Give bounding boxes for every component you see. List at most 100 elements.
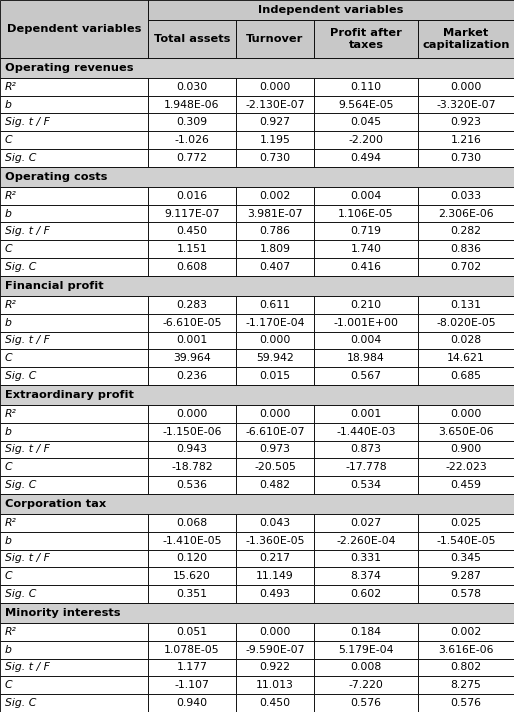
Text: Minority interests: Minority interests [5,608,120,618]
Text: Turnover: Turnover [246,34,304,44]
Text: 0.450: 0.450 [176,226,208,236]
Text: 0.236: 0.236 [176,371,208,381]
Text: 0.836: 0.836 [450,244,482,254]
Text: -22.023: -22.023 [445,462,487,472]
Text: C: C [5,244,13,254]
Bar [236,222,314,240]
Bar [418,585,514,603]
Text: 0.351: 0.351 [176,589,208,599]
Bar [314,585,418,603]
Bar [148,350,236,367]
Bar [236,423,314,441]
Bar [418,131,514,149]
Bar [418,20,514,58]
Bar [314,314,418,332]
Text: 3.616E-06: 3.616E-06 [438,644,494,655]
Bar [236,550,314,567]
Text: 0.131: 0.131 [450,300,482,310]
Text: 0.416: 0.416 [351,262,381,272]
Text: Market
capitalization: Market capitalization [422,28,510,50]
Text: -1.107: -1.107 [175,680,209,691]
Text: 0.772: 0.772 [176,153,208,163]
Bar [314,332,418,350]
Text: b: b [5,644,12,655]
Text: 39.964: 39.964 [173,353,211,363]
Text: 0.331: 0.331 [351,553,381,563]
Text: R²: R² [5,300,17,310]
Bar [0,623,148,641]
Text: -1.001E+00: -1.001E+00 [334,318,398,328]
Bar [418,623,514,641]
Bar [314,567,418,585]
Text: 0.217: 0.217 [260,553,290,563]
Text: b: b [5,535,12,545]
Bar [148,131,236,149]
Text: 9.287: 9.287 [451,571,482,581]
Text: 0.000: 0.000 [176,409,208,419]
Text: R²: R² [5,518,17,528]
Text: 0.000: 0.000 [450,82,482,92]
Bar [236,532,314,550]
Text: 0.922: 0.922 [260,662,290,673]
Bar [236,623,314,641]
Bar [0,258,148,276]
Text: 0.000: 0.000 [259,82,291,92]
Text: 0.927: 0.927 [260,117,290,127]
Bar [418,332,514,350]
Text: 0.030: 0.030 [176,82,208,92]
Text: 0.730: 0.730 [450,153,482,163]
Bar [0,187,148,204]
Bar [418,476,514,494]
Text: b: b [5,100,12,110]
Bar [0,332,148,350]
Text: 1.195: 1.195 [260,135,290,145]
Text: 0.345: 0.345 [450,553,482,563]
Bar [236,659,314,676]
Text: 0.051: 0.051 [176,627,208,637]
Bar [148,405,236,423]
Bar [0,476,148,494]
Bar [418,405,514,423]
Bar [236,476,314,494]
Bar [0,694,148,712]
Text: 0.602: 0.602 [351,589,381,599]
Text: 1.151: 1.151 [177,244,208,254]
Text: Sig. t / F: Sig. t / F [5,335,50,345]
Bar [418,459,514,476]
Bar [0,167,514,187]
Text: 0.184: 0.184 [351,627,381,637]
Bar [236,131,314,149]
Text: 0.000: 0.000 [259,627,291,637]
Bar [236,459,314,476]
Bar [236,187,314,204]
Bar [0,350,148,367]
Bar [148,95,236,113]
Text: Sig. t / F: Sig. t / F [5,444,50,454]
Text: 0.027: 0.027 [351,518,381,528]
Text: R²: R² [5,191,17,201]
Bar [0,385,514,405]
Bar [236,367,314,385]
Text: 18.984: 18.984 [347,353,385,363]
Bar [148,532,236,550]
Text: 0.068: 0.068 [176,518,208,528]
Text: 1.948E-06: 1.948E-06 [164,100,220,110]
Text: 0.033: 0.033 [450,191,482,201]
Text: b: b [5,209,12,219]
Text: 11.013: 11.013 [256,680,294,691]
Bar [314,95,418,113]
Text: -1.170E-04: -1.170E-04 [245,318,305,328]
Bar [314,532,418,550]
Text: 59.942: 59.942 [256,353,294,363]
Text: 0.120: 0.120 [176,553,208,563]
Bar [314,131,418,149]
Text: 0.450: 0.450 [260,698,290,708]
Bar [148,187,236,204]
Text: 0.309: 0.309 [176,117,208,127]
Bar [148,0,514,20]
Bar [148,459,236,476]
Text: 0.016: 0.016 [176,191,208,201]
Text: Financial profit: Financial profit [5,281,104,291]
Text: Sig. C: Sig. C [5,153,36,163]
Bar [418,514,514,532]
